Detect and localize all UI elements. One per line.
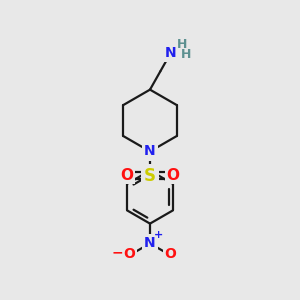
Text: H: H (181, 48, 191, 61)
Text: N: N (165, 46, 176, 60)
Text: O: O (121, 168, 134, 183)
Text: +: + (154, 230, 163, 240)
Text: N: N (144, 236, 156, 250)
Text: N: N (144, 145, 156, 158)
Text: O: O (167, 168, 179, 183)
Text: S: S (144, 167, 156, 184)
Text: O: O (165, 247, 176, 261)
Text: −: − (111, 245, 123, 260)
Text: H: H (177, 38, 187, 51)
Text: O: O (124, 247, 135, 261)
